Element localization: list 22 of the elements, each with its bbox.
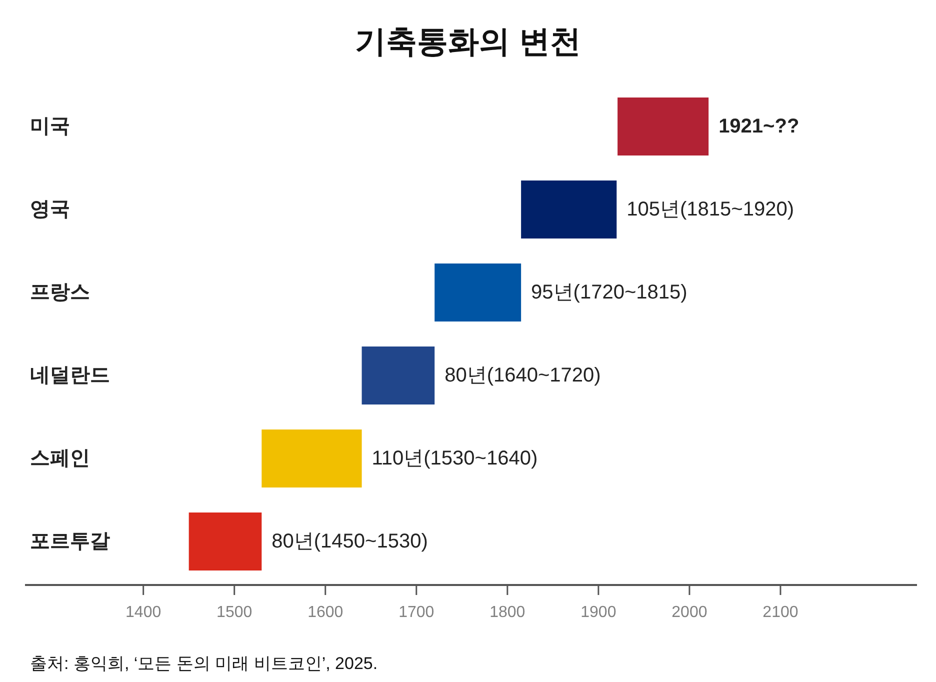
x-tick-label: 1600 <box>308 604 344 621</box>
data-label: 105년(1815~1920) <box>626 198 794 220</box>
y-tick-label: 프랑스 <box>30 282 90 304</box>
y-tick-label: 스페인 <box>30 448 90 470</box>
y-tick-label: 포르투갈 <box>30 530 110 552</box>
x-tick-label: 1800 <box>490 604 526 621</box>
y-tick-label: 네덜란드 <box>30 364 110 386</box>
x-tick-label: 1700 <box>398 604 434 621</box>
x-tick-label: 1400 <box>126 604 162 621</box>
x-tick-label: 1500 <box>216 604 252 621</box>
chart-title: 기축통화의 변천 <box>355 24 581 59</box>
x-tick-label: 2100 <box>762 604 798 621</box>
data-label: 110년(1530~1640) <box>372 448 538 470</box>
data-label: 95년(1720~1815) <box>531 282 688 304</box>
x-tick-label: 2000 <box>672 604 708 621</box>
x-tick-label: 1900 <box>580 604 616 621</box>
source-note: 출처: 홍익희, ‘모든 돈의 미래 비트코인’, 2025. <box>30 654 378 673</box>
y-tick-label: 미국 <box>30 116 70 138</box>
annotation: 1921~?? <box>718 116 800 138</box>
y-tick-label: 영국 <box>30 198 70 220</box>
data-label: 80년(1640~1720) <box>444 364 601 386</box>
data-label: 80년(1450~1530) <box>272 530 428 552</box>
